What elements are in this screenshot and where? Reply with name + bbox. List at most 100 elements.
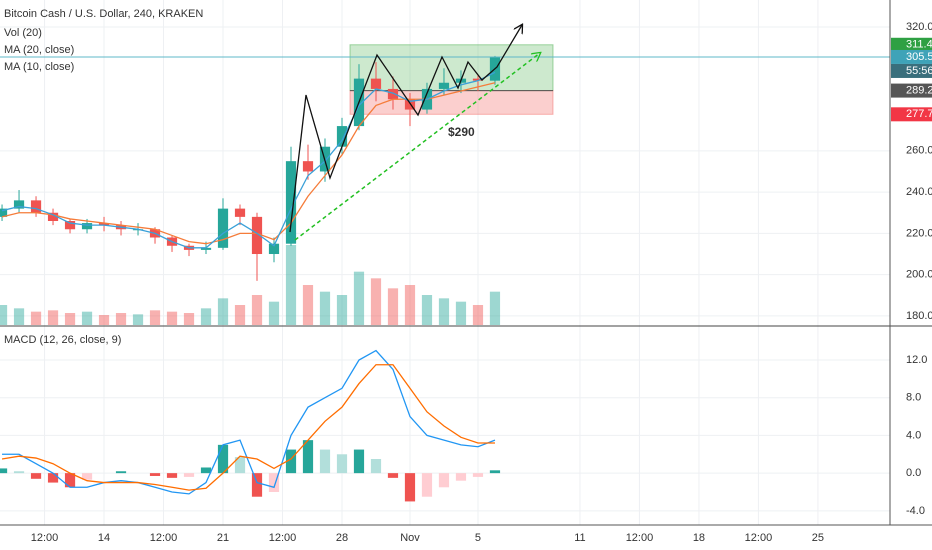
candle-body xyxy=(285,161,297,244)
y-tick-label: 180.0 xyxy=(906,310,932,322)
y-tick-label: -4.0 xyxy=(906,505,925,517)
candle-body xyxy=(81,223,93,230)
volume-bar xyxy=(217,298,229,325)
pattern-drawing xyxy=(289,25,522,233)
macd-histogram-bar xyxy=(285,449,297,474)
macd-histogram-bar xyxy=(149,473,161,476)
macd-histogram-bar xyxy=(64,473,76,488)
volume-bar xyxy=(234,305,246,325)
loss-zone xyxy=(349,90,554,115)
volume-bar xyxy=(455,301,467,325)
profit-zone xyxy=(349,44,554,92)
macd-histogram-bar xyxy=(13,471,25,474)
volume-bar xyxy=(0,305,8,325)
ma20-legend: MA (20, close) xyxy=(4,44,74,56)
x-tick-label: 25 xyxy=(812,532,824,544)
volume-bar xyxy=(285,245,297,325)
y-tick-label: 4.0 xyxy=(906,429,921,441)
macd-histogram-bar xyxy=(302,440,314,474)
candle-body xyxy=(64,221,76,230)
macd-histogram-bar xyxy=(438,473,450,488)
candle-body xyxy=(302,161,314,172)
macd-histogram-bar xyxy=(421,473,433,497)
volume-bar xyxy=(251,295,263,325)
volume-bar xyxy=(472,305,484,325)
volume-bar xyxy=(200,308,212,325)
x-tick-label: Nov xyxy=(400,532,420,544)
macd-histogram-bar xyxy=(404,473,416,502)
y-tick-label: 12.0 xyxy=(906,354,927,366)
axis: 12:00 14 12:00 21 12:00 28 Nov 5 11 12:00 18 12:00 2… xyxy=(31,21,932,544)
x-tick-label: 12:00 xyxy=(150,532,178,544)
x-tick-label: 12:00 xyxy=(745,532,773,544)
macd-histogram-bar xyxy=(183,473,195,477)
macd-histogram-bar xyxy=(268,473,280,492)
x-tick-label: 28 xyxy=(336,532,348,544)
volume-bar xyxy=(132,314,144,325)
volume-bar xyxy=(81,311,93,325)
price-annotation: $290 xyxy=(448,125,475,139)
y-tick-label: 320.0 xyxy=(906,21,932,33)
volume-bar xyxy=(13,308,25,325)
x-tick-label: 18 xyxy=(693,532,705,544)
trend-arrow xyxy=(294,53,540,241)
volume-bar xyxy=(30,311,42,325)
x-tick-label: 11 xyxy=(574,532,585,544)
macd-histogram-bar xyxy=(387,473,399,478)
macd-histogram-bar xyxy=(200,467,212,474)
candle-body xyxy=(13,200,25,209)
volume-bar xyxy=(404,285,416,325)
volume-bar xyxy=(438,298,450,325)
macd-histogram-bar xyxy=(166,473,178,478)
volume-bar xyxy=(421,295,433,325)
macd-histogram-bar xyxy=(30,473,42,479)
volume-bar xyxy=(489,291,501,325)
macd-histogram-bar xyxy=(47,473,59,483)
volume-legend: Vol (20) xyxy=(4,27,42,39)
macd-histogram-bar xyxy=(0,468,8,474)
candle-body xyxy=(98,223,110,226)
x-tick-label: 21 xyxy=(217,532,229,544)
volume-bar xyxy=(115,313,127,325)
candle-body xyxy=(438,82,450,89)
x-tick-label: 12:00 xyxy=(626,532,654,544)
volume-bar xyxy=(319,291,331,325)
volume-bar xyxy=(353,271,365,325)
macd-histogram-bar xyxy=(81,473,93,480)
y-tick-label: 240.0 xyxy=(906,186,932,198)
volume-bar xyxy=(268,301,280,325)
macd-legend: MACD (12, 26, close, 9) xyxy=(4,334,121,346)
candle-body xyxy=(47,212,59,221)
y-tick-label: 0.0 xyxy=(906,467,921,479)
candle-body xyxy=(336,126,348,147)
macd-histogram-bar xyxy=(115,471,127,474)
last-price-badge xyxy=(891,49,932,64)
stop-badge-label: 277.7 xyxy=(906,108,932,120)
macd-histogram-bar xyxy=(251,473,263,497)
macd-histogram-bar xyxy=(353,449,365,474)
volume-bar xyxy=(387,288,399,325)
ma10-legend: MA (10, close) xyxy=(4,61,74,73)
volume-bar xyxy=(149,310,161,325)
macd-histogram-bar xyxy=(455,473,467,481)
target-badge xyxy=(891,37,932,52)
indicator-line xyxy=(2,349,496,495)
candle-body xyxy=(234,208,246,217)
volume-bar xyxy=(64,313,76,325)
x-tick-label: 12:00 xyxy=(269,532,297,544)
indicator-line xyxy=(1,82,496,245)
volume-bar xyxy=(336,295,348,325)
candle-body xyxy=(472,78,484,81)
marks xyxy=(0,55,890,502)
grid xyxy=(0,0,890,525)
entry-badge xyxy=(891,83,932,98)
y-tick-label: 260.0 xyxy=(906,145,932,157)
candle-body xyxy=(30,200,42,213)
candle-body xyxy=(251,216,263,255)
x-tick-label: 12:00 xyxy=(31,532,59,544)
entry-badge-label: 289.2 xyxy=(906,84,932,96)
x-tick-label: 5 xyxy=(475,532,481,544)
volume-bar xyxy=(183,313,195,325)
volume-bar xyxy=(166,311,178,325)
